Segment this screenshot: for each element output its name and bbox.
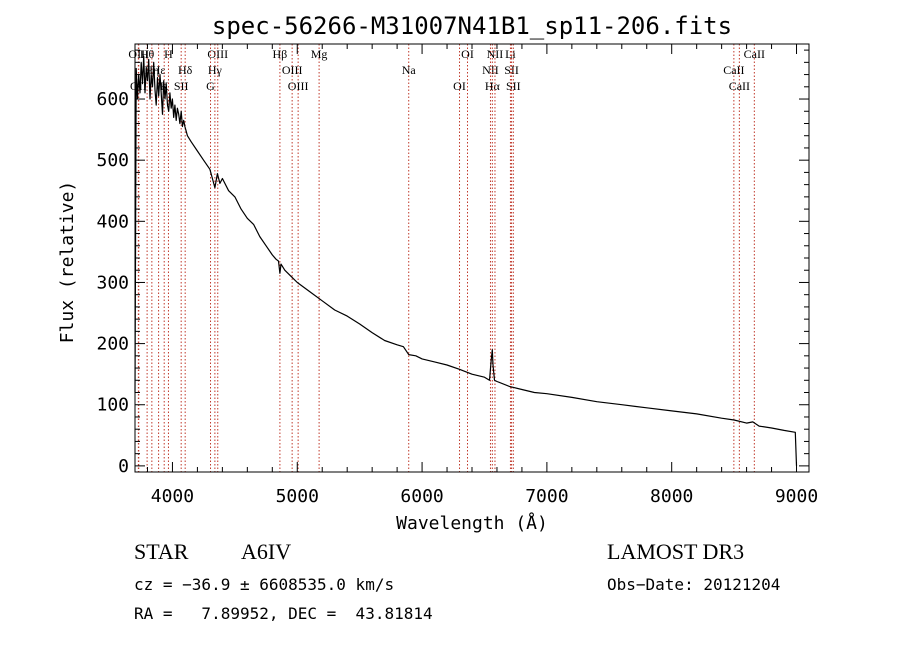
line-marker-label: NII [487,47,504,61]
chart-title: spec-56266-M31007N41B1_sp11-206.fits [212,12,732,40]
x-tick-label: 4000 [151,486,194,507]
survey-name: LAMOST DR3 [607,539,745,564]
x-tick-label: 7000 [525,486,568,507]
y-tick-label: 0 [118,456,129,477]
line-marker-label: CaII [744,47,765,61]
line-marker-label: Na [402,63,417,77]
object-class: STAR [134,539,189,564]
coordinates-ra-dec: RA = 7.89952, DEC = 43.81814 [134,604,433,623]
line-marker-label: G [206,79,215,93]
y-tick-label: 400 [96,211,129,232]
line-marker-label: OI [461,47,474,61]
x-tick-label: 9000 [775,486,818,507]
y-tick-label: 100 [96,395,129,416]
line-marker-label: OIII [128,47,149,61]
line-marker-label: Hα [485,79,501,93]
line-marker-label: Mg [311,47,328,61]
line-marker-label: Hγ [208,63,223,77]
x-tick-label: 5000 [276,486,319,507]
spectrum-line [134,55,798,466]
line-marker-label: OIII [282,63,303,77]
line-marker-label: SII [504,63,519,77]
line-marker-label: Hδ [178,63,193,77]
y-tick-label: 500 [96,150,129,171]
line-marker-label: OI [453,79,466,93]
object-subclass: A6IV [241,539,292,564]
y-tick-label: 300 [96,272,129,293]
x-tick-label: 6000 [400,486,443,507]
y-tick-label: 600 [96,89,129,110]
x-axis-label: Wavelength (Å) [396,512,548,534]
line-marker-label: CaII [723,63,744,77]
line-marker-label: OIII [288,79,309,93]
y-axis-label: Flux (relative) [57,181,78,344]
line-marker-label: NII [482,63,499,77]
line-marker-label: SII [506,79,521,93]
line-marker-label: OIII [207,47,228,61]
line-marker-label: SII [174,79,189,93]
line-marker-label: CaII [729,79,750,93]
line-marker-label: Hε [152,63,166,77]
observation-date: Obs−Date: 20121204 [607,575,781,594]
y-tick-label: 200 [96,334,129,355]
line-marker-label: H [164,47,173,61]
line-marker-label: Li [505,47,516,61]
x-tick-label: 8000 [650,486,693,507]
plot-frame [134,43,810,473]
redshift-cz: cz = −36.9 ± 6608535.0 km/s [134,575,395,594]
line-marker-label: Hβ [273,47,288,61]
